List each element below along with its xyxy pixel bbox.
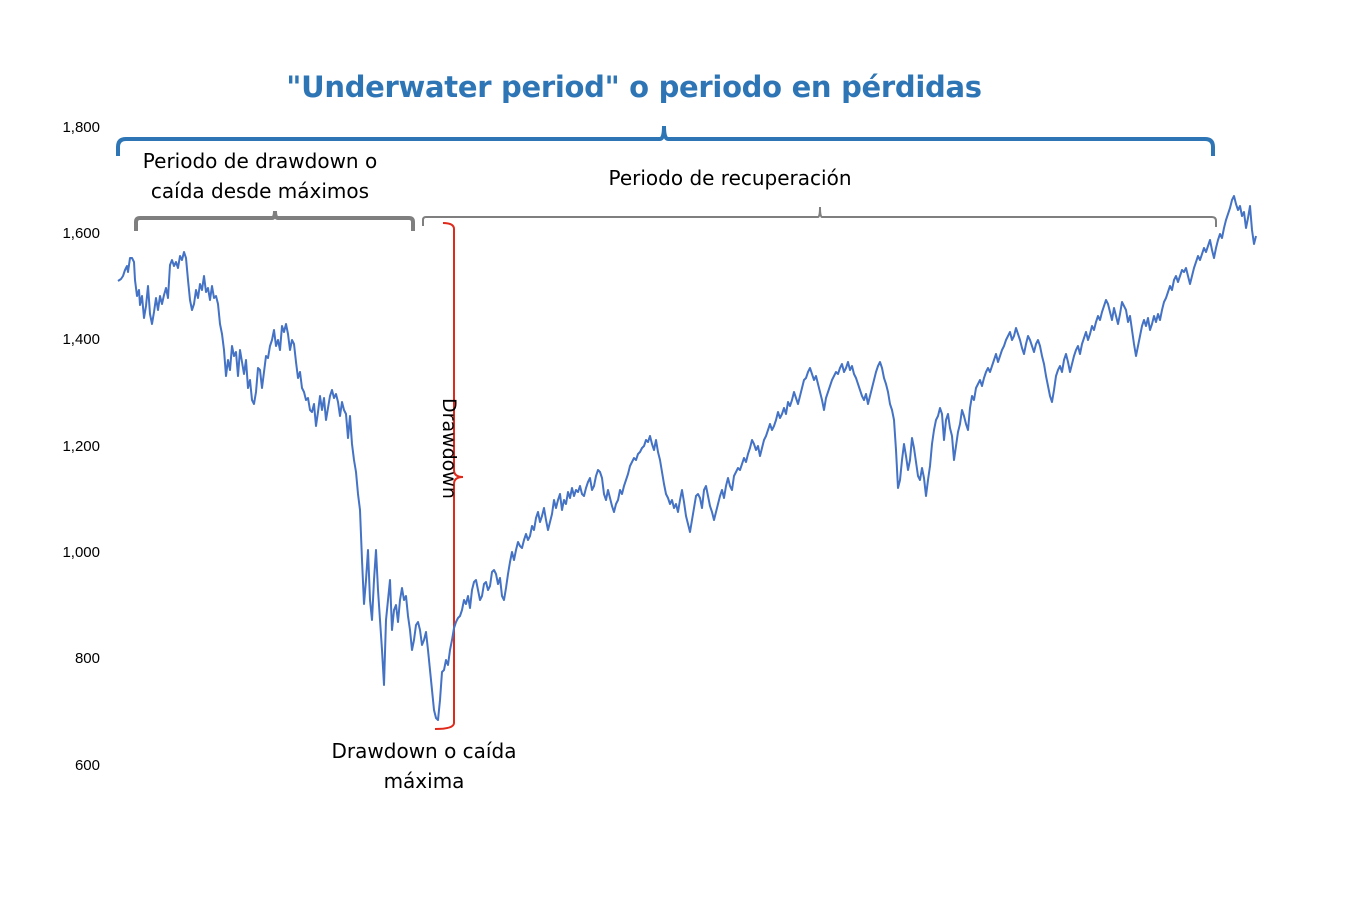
max-drawdown-label-line1: Drawdown o caída	[331, 739, 517, 763]
recovery-period-label: Periodo de recuperación	[608, 166, 852, 190]
y-tick-1600: 1,600	[62, 225, 100, 242]
y-tick-600: 600	[74, 757, 100, 774]
drawdown-period-label: Periodo de drawdown o caída desde máximo…	[120, 146, 400, 206]
underwater-period-brace	[116, 125, 1215, 156]
chart-title: "Underwater period" o periodo en pérdida…	[286, 70, 982, 104]
y-tick-1200: 1,200	[62, 438, 100, 455]
y-tick-1000: 1,000	[62, 544, 100, 561]
y-tick-800: 800	[74, 650, 100, 667]
y-tick-1400: 1,400	[62, 331, 100, 348]
drawdown-vertical-brace	[434, 222, 464, 730]
drawdown-period-label-line1: Periodo de drawdown o	[142, 149, 378, 173]
recovery-period-brace	[422, 206, 1217, 227]
max-drawdown-label: Drawdown o caída máxima	[310, 736, 538, 796]
drawdown-vertical-label: Drawdown	[438, 398, 460, 499]
max-drawdown-label-line2: máxima	[383, 769, 465, 793]
drawdown-period-brace	[134, 210, 415, 231]
y-tick-1800: 1,800	[62, 119, 100, 136]
drawdown-period-label-line2: caída desde máximos	[150, 179, 370, 203]
price-series-line	[117, 195, 1257, 721]
